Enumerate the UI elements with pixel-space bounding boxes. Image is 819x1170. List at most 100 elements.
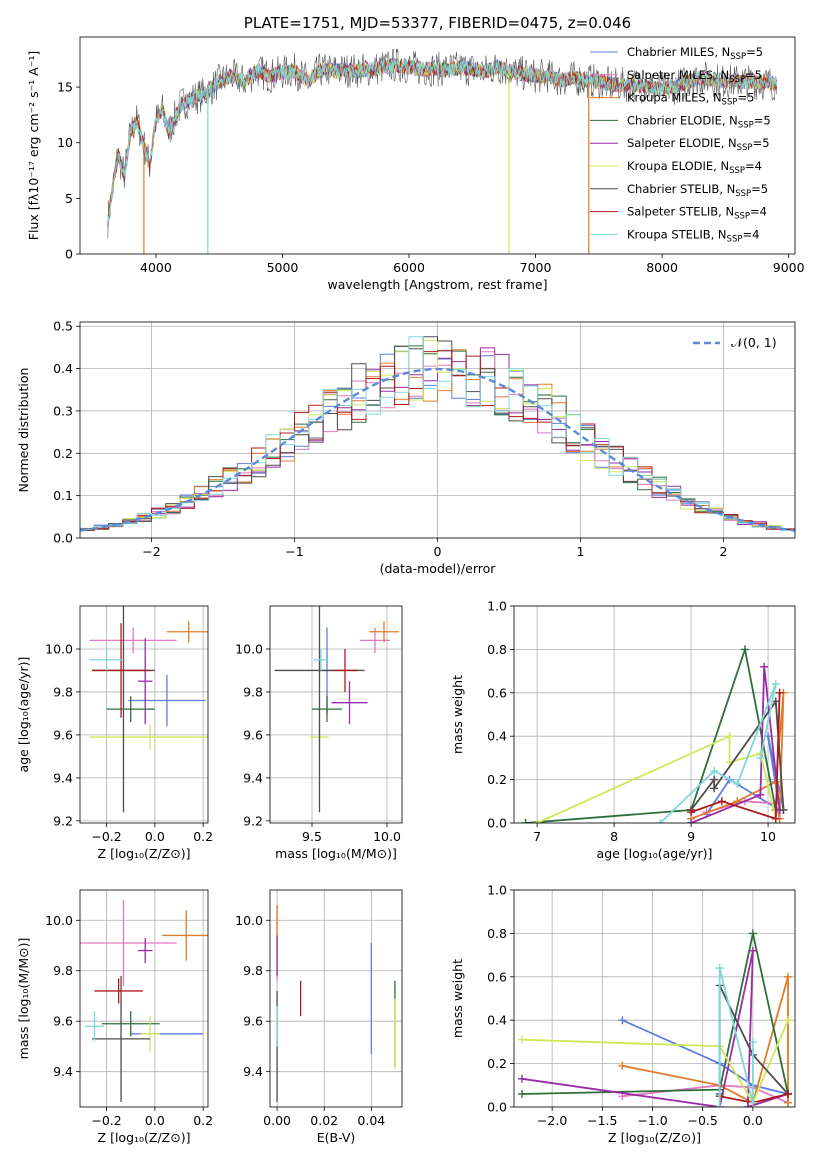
errorbar-point: [140, 1016, 160, 1052]
weight-marker: [710, 784, 719, 793]
weight-marker: [717, 797, 726, 806]
errorbar-point: [128, 674, 206, 727]
y-tick-label: 0.5: [53, 319, 73, 334]
axes-frame: [269, 605, 403, 824]
errorbar-point: [137, 937, 153, 964]
gaussian-curve: [80, 367, 795, 532]
x-tick-label: 0.02: [310, 1113, 338, 1128]
x-tick-label: 0: [434, 544, 442, 559]
weight-marker: [783, 1098, 792, 1107]
weight-marker: [518, 1089, 527, 1098]
weight-marker: [687, 808, 696, 817]
x-tick-label: 10.0: [373, 829, 401, 844]
y-tick-label: 9.2: [243, 813, 263, 828]
chart-mass-vs-ebv: 0.00 0.02 0.04 9.4 9.6 9.8 10.0 E(B-V): [235, 889, 403, 1145]
y-tick-label: 5: [65, 191, 73, 206]
errorbar-point: [162, 910, 208, 961]
y-tick-label: 0.0: [487, 1100, 507, 1115]
y-tick-label: 0.8: [487, 926, 507, 941]
y-tick-label: 0.6: [487, 685, 507, 700]
chart-age-vs-Z: −0.2 0.0 0.2 9.2 9.4 9.6 9.8 10.0 Z [log₁₀(Z/Z⊙)…: [16, 605, 213, 861]
y-tick-label: 0.0: [487, 816, 507, 831]
y-tick-label: 10.0: [235, 913, 263, 928]
weight-line: [521, 933, 789, 1095]
y-axis-label: Flux [fλ10⁻¹⁷ erg cm⁻² s⁻¹ A⁻¹]: [26, 51, 41, 240]
legend-entry: 𝒩(0, 1): [731, 335, 777, 350]
chart-residuals: −2 −1 0 1 2 0.0 0.1 0.2 0.3 0.4 0.5 (data-model)/er…: [16, 319, 796, 576]
x-tick-label: 6000: [393, 260, 425, 275]
weight-marker: [656, 819, 665, 823]
y-tick-label: 15: [57, 80, 73, 95]
y-tick-label: 0: [65, 247, 73, 262]
x-tick-label: −2.0: [537, 1113, 567, 1128]
plot-area: [89, 606, 208, 813]
y-axis-label: mass [log₁₀(M/M⊙)]: [16, 938, 31, 1060]
weight-marker: [715, 1103, 724, 1107]
y-tick-label: 9.8: [53, 684, 73, 699]
weight-marker: [521, 819, 530, 823]
x-tick-label: −1.5: [587, 1113, 617, 1128]
x-axis-label: Z [log₁₀(Z/Z⊙)]: [98, 846, 191, 861]
x-tick-label: 0.0: [743, 1113, 763, 1128]
y-axis-label: mass weight: [450, 675, 465, 754]
legend-entry: Salpeter MILES, NSSP=5: [627, 68, 762, 85]
y-tick-label: 0.2: [487, 772, 507, 787]
errorbar-point: [369, 621, 399, 643]
y-tick-label: 9.8: [53, 963, 73, 978]
weight-line: [690, 692, 781, 820]
weight-marker: [518, 1035, 527, 1044]
x-axis-label: age [log₁₀(age/yr)]: [597, 846, 713, 861]
y-tick-label: 10.0: [45, 913, 73, 928]
axes-frame: [269, 889, 403, 1108]
errorbar-point: [313, 648, 329, 671]
y-tick-label: 9.2: [53, 813, 73, 828]
spectrum-line: [107, 57, 778, 224]
y-tick-label: 0.0: [53, 531, 73, 546]
weight-line: [622, 976, 789, 1105]
x-tick-label: 7: [533, 829, 541, 844]
weight-marker: [743, 1103, 752, 1107]
x-tick-label: 0.2: [193, 829, 213, 844]
weight-marker: [783, 1016, 792, 1025]
plot-area: [80, 900, 208, 1102]
y-tick-label: 9.6: [243, 727, 263, 742]
legend-entry: Chabrier MILES, NSSP=5: [627, 45, 763, 62]
y-tick-label: 9.4: [243, 770, 263, 785]
weight-marker: [725, 732, 734, 741]
weight-marker: [771, 680, 780, 689]
errorbar-point: [333, 648, 357, 692]
chart-massweight-vs-age: 7 8 9 10 0.0 0.2 0.4 0.6 0.8 1.0 age [log₁₀(age/yr…: [450, 599, 796, 861]
x-tick-label: 4000: [140, 260, 172, 275]
weight-marker: [518, 1074, 527, 1083]
y-tick-label: 10.0: [45, 641, 73, 656]
y-tick-label: 9.6: [53, 1014, 73, 1029]
errorbar-point: [331, 681, 368, 725]
spectrum-line: [107, 48, 778, 239]
x-axis-label: (data-model)/error: [380, 561, 497, 576]
y-tick-label: 0.1: [53, 488, 73, 503]
axes-frame: [79, 605, 209, 824]
y-tick-label: 0.2: [53, 446, 73, 461]
y-tick-label: 9.4: [53, 1064, 73, 1079]
weight-marker: [783, 1089, 792, 1098]
x-tick-label: 8: [610, 829, 618, 844]
y-tick-label: 9.4: [53, 770, 73, 785]
x-tick-label: −0.5: [687, 1113, 717, 1128]
weight-marker: [756, 790, 765, 799]
y-tick-label: 9.8: [243, 684, 263, 699]
errorbar-point: [101, 1011, 160, 1037]
y-tick-label: 9.8: [243, 963, 263, 978]
x-axis-label: mass [log₁₀(M/M⊙)]: [275, 846, 397, 861]
errorbar-point: [89, 724, 208, 750]
errorbar-point: [106, 696, 155, 723]
axes-frame: [79, 36, 796, 255]
y-tick-label: 0.2: [487, 1056, 507, 1071]
x-axis-label: Z [log₁₀(Z/Z⊙)]: [608, 1130, 701, 1145]
y-tick-label: 9.6: [53, 727, 73, 742]
plot-area: [107, 48, 778, 254]
weight-marker: [710, 775, 719, 784]
legend-entry: Kroupa MILES, NSSP=5: [627, 91, 754, 108]
errorbar-point: [92, 975, 151, 1102]
weight-marker: [740, 645, 749, 654]
